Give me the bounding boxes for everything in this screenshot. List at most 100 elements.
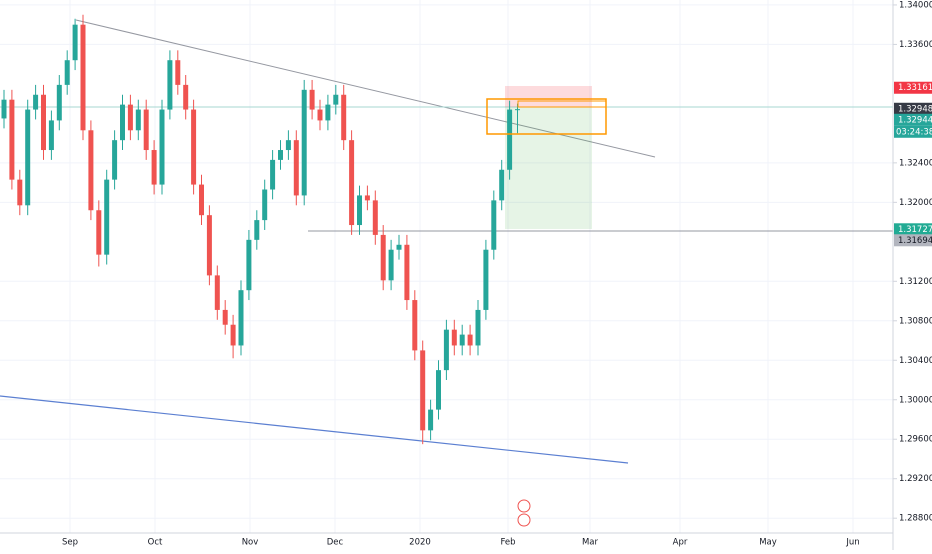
y-tick-label: 1.31200 <box>899 277 932 287</box>
candle-body <box>33 94 39 110</box>
candle-body <box>467 334 473 346</box>
x-tick-label: 2020 <box>409 538 431 548</box>
candle-body <box>254 220 260 240</box>
price-label: 1.32944 <box>898 115 932 125</box>
candle-body <box>238 290 244 346</box>
price-label-bg <box>894 223 932 236</box>
candle-body <box>262 189 268 221</box>
candle-body <box>443 329 449 371</box>
price-label: 1.31727 <box>898 225 932 235</box>
candle-body <box>175 60 181 85</box>
y-tick-label: 1.33600 <box>899 40 932 50</box>
candle-body <box>436 370 441 410</box>
candle-body <box>341 94 347 141</box>
price-label-bg <box>894 81 932 94</box>
candle-body <box>246 239 252 291</box>
event-icon[interactable] <box>517 513 531 527</box>
candle-body <box>396 244 402 250</box>
candle-body <box>151 150 157 185</box>
x-tick-label: Nov <box>242 538 259 548</box>
y-tick-label: 1.30000 <box>899 395 932 405</box>
price-label: 1.33161 <box>898 83 932 93</box>
candle-body <box>357 195 362 226</box>
candle-body <box>459 334 465 346</box>
candle-body <box>64 60 70 85</box>
candle-body <box>80 24 86 131</box>
candle-body <box>17 179 23 206</box>
candle-body <box>372 200 378 235</box>
y-tick-label: 1.30800 <box>899 316 932 326</box>
countdown-bg <box>894 125 932 138</box>
countdown-label: 03:24:38 <box>896 127 932 137</box>
y-tick-label: 1.29600 <box>899 435 932 445</box>
y-tick-label: 1.30400 <box>899 356 932 366</box>
candle-body <box>112 140 118 180</box>
price-label: 1.31694 <box>898 236 932 246</box>
candle-body <box>48 120 54 151</box>
stop-zone <box>505 86 592 107</box>
candle-body <box>127 104 133 131</box>
candle-body <box>349 140 355 226</box>
candle-body <box>120 104 125 141</box>
candle-body <box>230 324 236 346</box>
candle-body <box>206 215 212 276</box>
rectangle <box>517 100 607 108</box>
price-label: 1.32948 <box>898 104 932 114</box>
candle-body <box>285 140 291 151</box>
x-tick-label: Sep <box>62 538 78 548</box>
candle-body <box>499 169 505 201</box>
candle-body <box>167 60 173 110</box>
candle-body <box>96 210 102 255</box>
price-label-bg <box>894 102 932 115</box>
candle-body <box>309 89 315 110</box>
candle-body <box>301 89 307 196</box>
x-tick-label: May <box>759 538 777 548</box>
y-tick-label: 1.32000 <box>899 198 932 208</box>
candle-body <box>515 109 520 111</box>
candle-body <box>56 84 62 121</box>
candle-body <box>199 184 204 216</box>
candle-body <box>420 350 426 431</box>
y-tick-label: 1.29200 <box>899 474 932 484</box>
y-tick-label: 1.34000 <box>899 0 932 10</box>
x-tick-label: Feb <box>500 538 515 548</box>
candle-body <box>404 244 410 301</box>
candle-body <box>388 249 394 281</box>
x-tick-label: Oct <box>148 538 163 548</box>
price-label-bg <box>894 113 932 126</box>
candle-body <box>317 109 323 121</box>
candle-body <box>159 109 165 185</box>
candle-body <box>143 109 149 151</box>
y-tick-label: 1.32400 <box>899 158 932 168</box>
candle-body <box>412 300 418 351</box>
event-icons <box>517 499 531 527</box>
candle-body <box>380 234 386 281</box>
x-tick-label: Apr <box>673 538 688 548</box>
candle-body <box>475 309 481 346</box>
candle-body <box>104 179 110 255</box>
candle-body <box>25 109 31 206</box>
candle-body <box>293 140 299 196</box>
candle-body <box>1 99 7 119</box>
candle-body <box>270 159 276 190</box>
x-tick-label: Jun <box>845 538 859 548</box>
candles <box>1 14 520 445</box>
candle-body <box>9 99 15 180</box>
candle-body <box>483 249 489 310</box>
candle-body <box>491 200 497 250</box>
rectangle <box>486 98 607 135</box>
candle-body <box>41 94 46 151</box>
candle-body <box>88 130 94 211</box>
target-zone <box>505 107 592 229</box>
candle-body <box>333 94 339 105</box>
x-tick-label: Mar <box>582 538 599 548</box>
event-icon[interactable] <box>517 499 531 513</box>
candle-body <box>325 104 331 121</box>
candle-body <box>222 309 228 325</box>
candle-body <box>135 109 141 131</box>
candle-body <box>214 275 220 310</box>
candle-body <box>428 409 434 431</box>
